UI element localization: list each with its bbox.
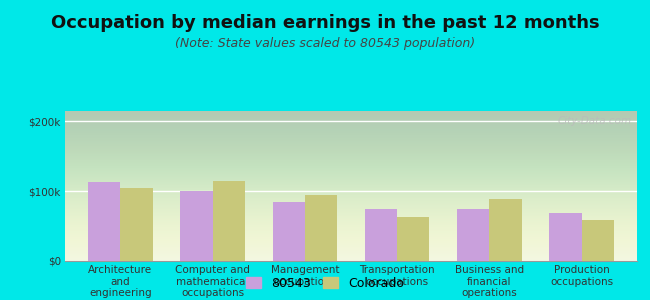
Text: Occupation by median earnings in the past 12 months: Occupation by median earnings in the pas… [51, 14, 599, 32]
Bar [180, 191, 213, 261]
Bar [365, 209, 397, 261]
Bar [549, 213, 582, 261]
Legend: 80543, Colorado: 80543, Colorado [242, 273, 408, 294]
Bar [213, 182, 245, 261]
Bar [305, 195, 337, 261]
Bar [489, 199, 522, 261]
Text: City-Data.com: City-Data.com [557, 116, 631, 125]
Bar [397, 217, 430, 261]
Text: (Note: State values scaled to 80543 population): (Note: State values scaled to 80543 popu… [175, 38, 475, 50]
Bar [120, 188, 153, 261]
Bar [582, 220, 614, 261]
Bar [457, 209, 489, 261]
Bar [272, 202, 305, 261]
Bar [88, 182, 120, 261]
